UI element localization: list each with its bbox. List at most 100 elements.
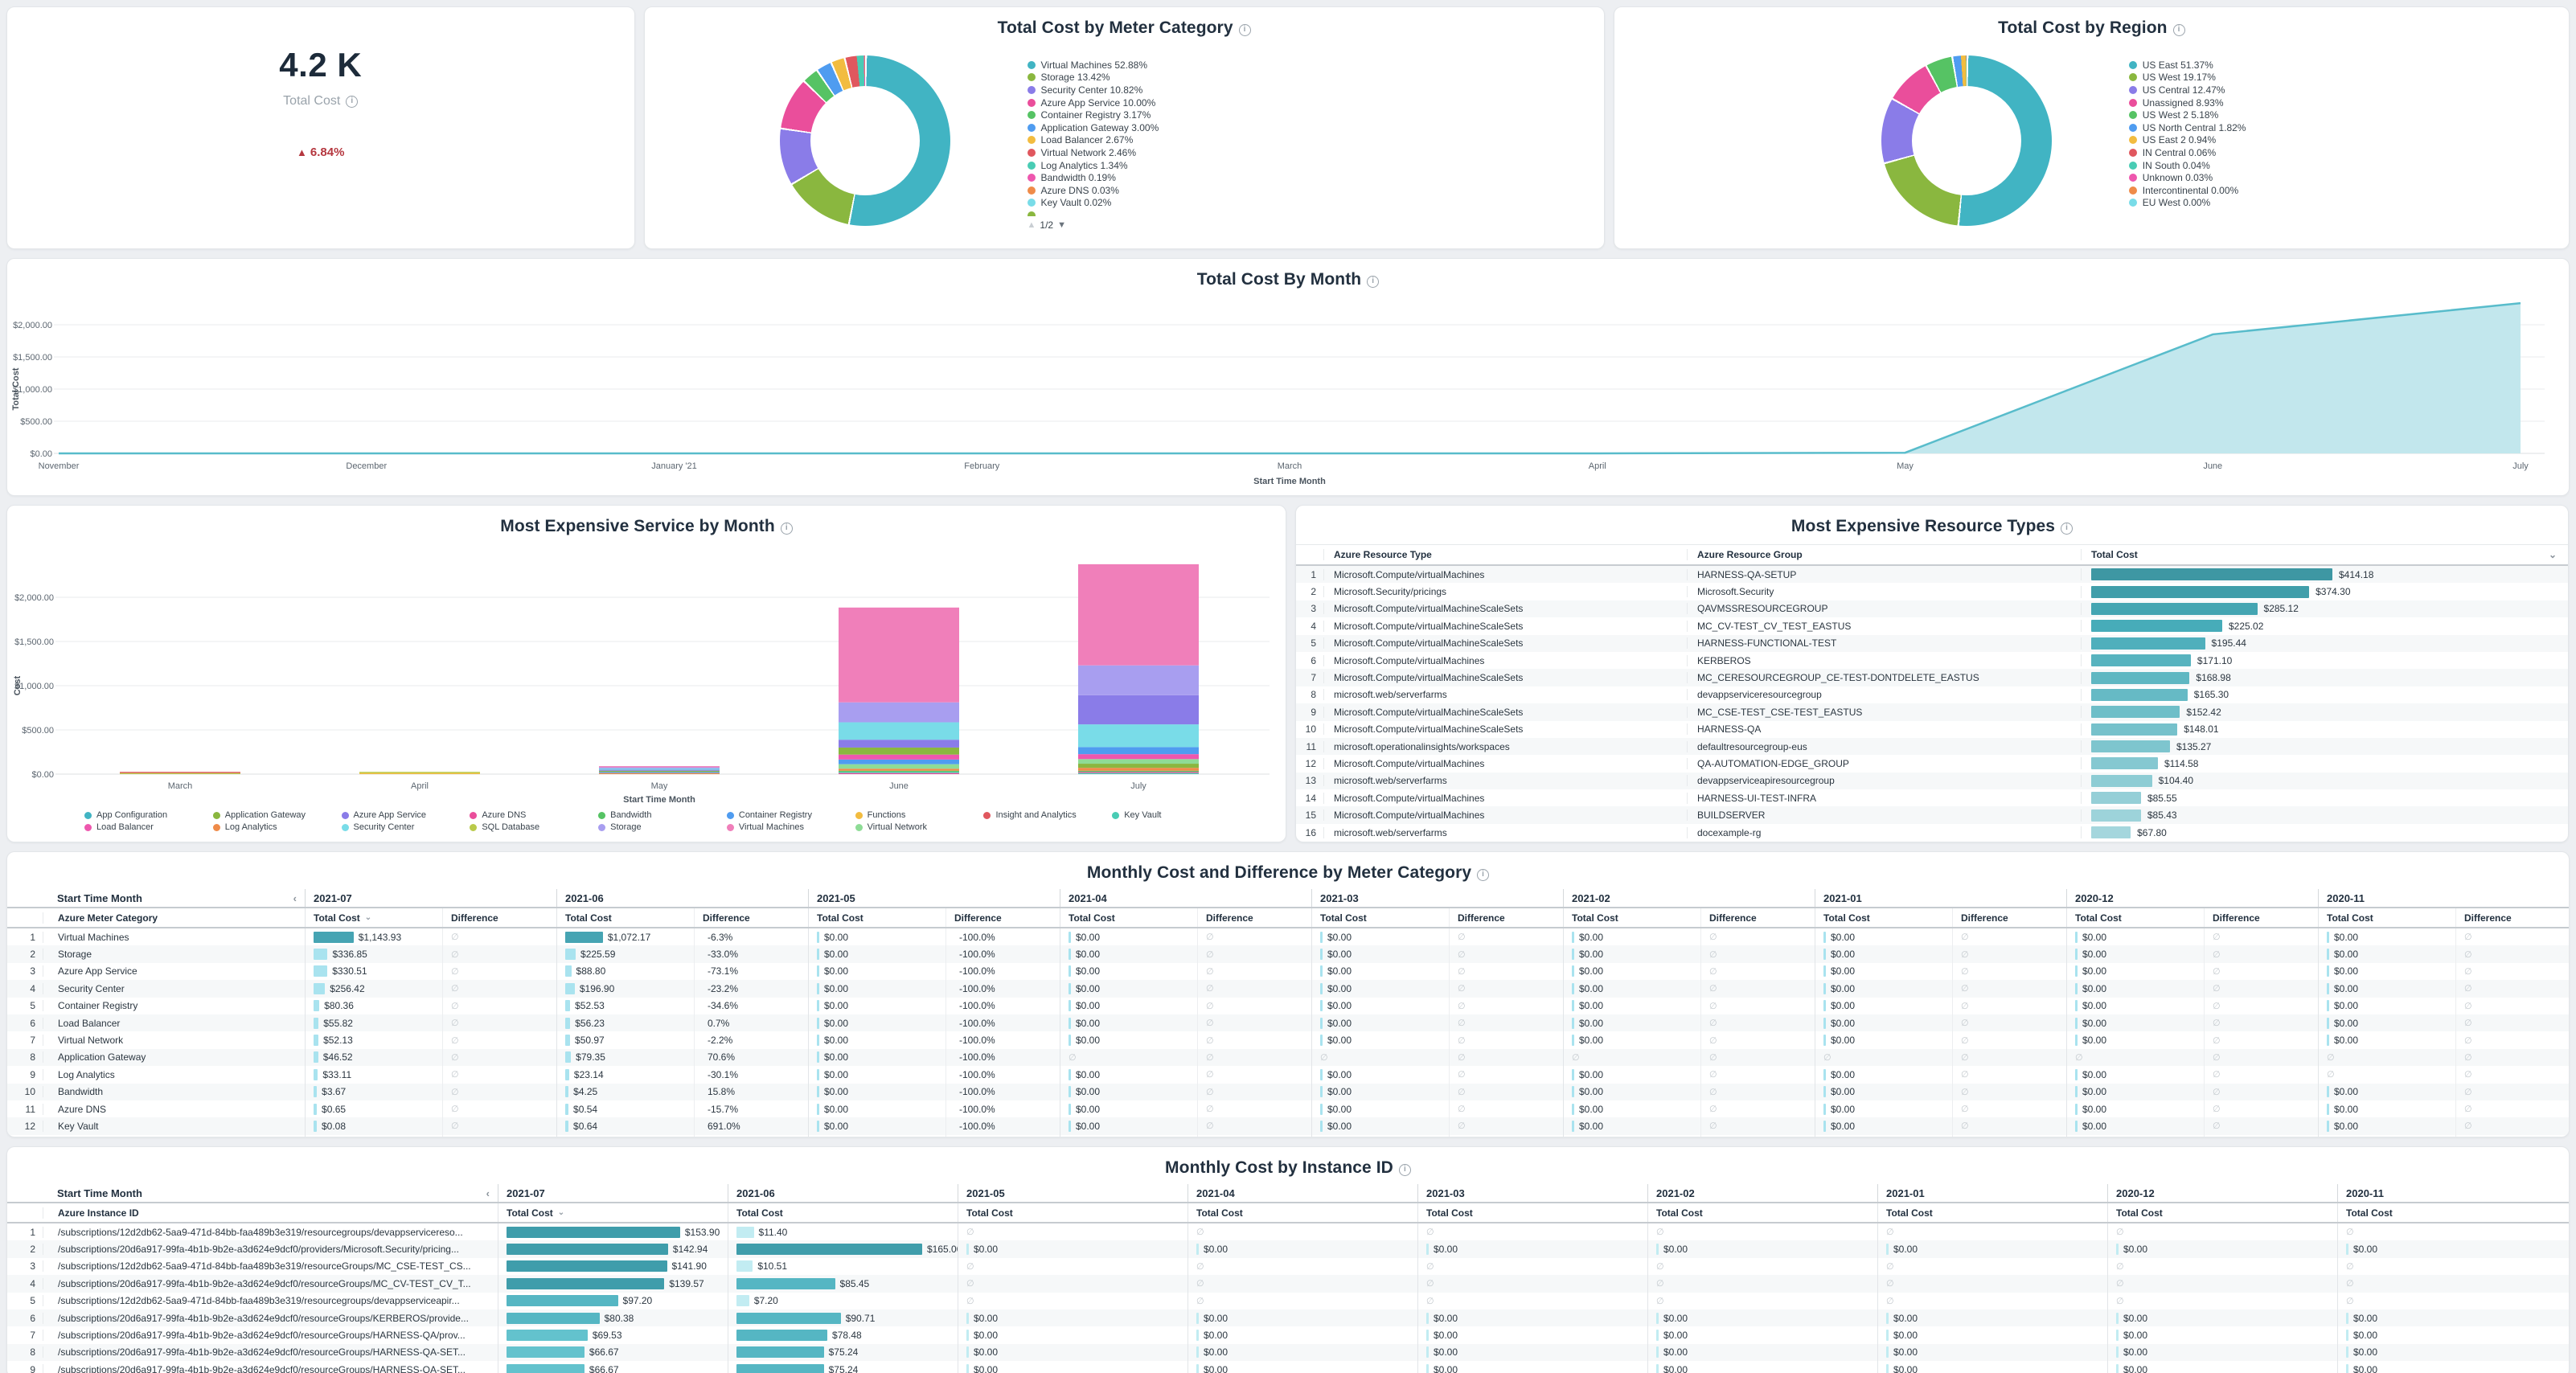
series-legend-item[interactable]: Container Registry [726, 810, 855, 820]
col-header-difference[interactable]: Difference [2204, 908, 2318, 927]
legend-item[interactable]: US Central 12.47% [2128, 84, 2246, 96]
col-header-difference[interactable]: Difference [442, 908, 556, 927]
stacked-bar-chart[interactable]: $0.00 $500.00 $1,000.00 $1,500.00 $2,000.00 M… [7, 536, 1274, 805]
col-header-total-cost[interactable]: Total Cost [556, 908, 694, 927]
col-header-resource-type[interactable]: Azure Resource Type [1323, 549, 1687, 560]
area-chart[interactable]: $0.00 $500.00 $1,000.00 $1,500.00 $2,000.00 N… [7, 289, 2569, 489]
col-header-difference[interactable]: Difference [694, 908, 808, 927]
series-legend-item[interactable]: Insight and Analytics [983, 810, 1112, 820]
legend-item[interactable]: Unassigned 8.93% [2128, 96, 2246, 109]
donut-chart[interactable] [1881, 55, 2052, 226]
col-header-total-cost[interactable]: Total Cost ⌄ [305, 908, 442, 927]
legend-item[interactable]: Bandwidth 0.19% [1027, 171, 1159, 184]
info-icon[interactable]: i [2061, 522, 2074, 535]
series-legend-item[interactable]: Virtual Machines [726, 822, 855, 832]
col-header-total-cost[interactable]: Total Cost [1417, 1203, 1647, 1222]
legend-item[interactable]: Load Balancer 2.67% [1027, 134, 1159, 147]
series-legend-item[interactable]: Functions [855, 810, 984, 820]
col-header-total-cost[interactable]: Total Cost [2066, 908, 2204, 927]
legend-item[interactable]: EU West 0.00% [2128, 197, 2246, 210]
legend-item[interactable]: Intercontinental 0.00% [2128, 184, 2246, 197]
info-icon[interactable]: i [780, 522, 793, 535]
month-group-header[interactable]: 2021-04 [1060, 889, 1311, 907]
sort-chevron-icon[interactable]: ⌄ [364, 913, 372, 922]
series-legend-item[interactable]: Bandwidth [598, 810, 727, 820]
legend-item[interactable]: US East 51.37% [2128, 59, 2246, 72]
info-icon[interactable]: i [2172, 23, 2185, 36]
col-header-total-cost[interactable]: Total Cost [1311, 908, 1449, 927]
col-header-total-cost[interactable]: Total Cost [2337, 1203, 2567, 1222]
month-group-header[interactable]: 2021-07 [498, 1184, 728, 1202]
col-header-difference[interactable]: Difference [1952, 908, 2066, 927]
info-icon[interactable]: i [1367, 275, 1380, 288]
col-header-difference[interactable]: Difference [1197, 908, 1311, 927]
col-header-total-cost[interactable]: Total Cost [2318, 908, 2455, 927]
col-header-total-cost[interactable]: Total Cost [1563, 908, 1700, 927]
info-icon[interactable]: i [1477, 868, 1490, 881]
sort-chevron-icon[interactable]: ⌄ [557, 1208, 565, 1217]
info-icon[interactable]: i [346, 95, 359, 108]
legend-item[interactable]: Log Analytics 1.34% [1027, 159, 1159, 172]
legend-item[interactable]: Azure App Service 10.00% [1027, 96, 1159, 109]
month-group-header[interactable]: 2020-12 [2066, 889, 2318, 907]
month-group-header[interactable]: 2020-11 [2337, 1184, 2567, 1202]
month-group-header[interactable]: 2021-01 [1815, 889, 2066, 907]
col-header-total-cost[interactable]: Total Cost ⌄ [498, 1203, 728, 1222]
col-header-difference[interactable]: Difference [1449, 908, 1563, 927]
series-legend-item[interactable]: App Configuration [84, 810, 213, 820]
legend-item[interactable]: Application Gateway 3.00% [1027, 121, 1159, 134]
col-header-difference[interactable]: Difference [1700, 908, 1815, 927]
series-legend-item[interactable]: Storage [598, 822, 727, 832]
legend-item[interactable]: IN South 0.04% [2128, 159, 2246, 172]
legend-item[interactable]: US West 2 5.18% [2128, 109, 2246, 121]
legend-page-down[interactable]: ▼ [1057, 220, 1066, 230]
col-header-row-dimension[interactable]: Azure Meter Category [43, 912, 305, 924]
month-group-header[interactable]: 2021-01 [1877, 1184, 2107, 1202]
col-header-total-cost[interactable]: Total Cost [728, 1203, 958, 1222]
legend-page-up[interactable]: ▲ [1027, 220, 1036, 230]
col-header-total-cost[interactable]: Total Cost [1188, 1203, 1417, 1222]
month-group-header[interactable]: 2020-12 [2107, 1184, 2337, 1202]
legend-item[interactable]: Container Registry 3.17% [1027, 109, 1159, 121]
col-header-row-dimension[interactable]: Azure Instance ID [43, 1207, 498, 1219]
legend-item[interactable]: Security Center 10.82% [1027, 84, 1159, 96]
col-header-total-cost[interactable]: Total Cost [1877, 1203, 2107, 1222]
month-group-header[interactable]: 2021-03 [1417, 1184, 1647, 1202]
col-header-total-cost[interactable]: Total Cost [1060, 908, 1197, 927]
col-header-difference[interactable]: Difference [945, 908, 1060, 927]
series-legend-item[interactable]: Azure DNS [470, 810, 598, 820]
month-group-header[interactable]: 2021-05 [958, 1184, 1188, 1202]
legend-item[interactable]: IN Central 0.06% [2128, 146, 2246, 159]
month-group-header[interactable]: 2021-04 [1188, 1184, 1417, 1202]
legend-item[interactable]: Storage 13.42% [1027, 72, 1159, 84]
legend-item[interactable]: Key Vault 0.02% [1027, 197, 1159, 210]
col-header-total-cost[interactable]: Total Cost [2107, 1203, 2337, 1222]
col-header-difference[interactable]: Difference [2455, 908, 2569, 927]
month-group-header[interactable]: 2021-06 [556, 889, 808, 907]
donut-chart[interactable] [779, 55, 950, 226]
month-group-header[interactable]: 2021-02 [1647, 1184, 1877, 1202]
series-legend-item[interactable]: Load Balancer [84, 822, 213, 832]
info-icon[interactable]: i [1238, 23, 1251, 36]
series-legend-item[interactable]: Log Analytics [212, 822, 342, 832]
legend-item[interactable]: Unknown 0.03% [2128, 171, 2246, 184]
info-icon[interactable]: i [1398, 1163, 1411, 1176]
collapse-chevron-icon[interactable]: ‹ [486, 1187, 490, 1199]
month-group-header[interactable]: 2021-06 [728, 1184, 958, 1202]
col-header-total-cost[interactable]: Total Cost [1815, 908, 1952, 927]
legend-item[interactable]: Azure DNS 0.03% [1027, 184, 1159, 197]
series-legend-item[interactable]: SQL Database [470, 822, 598, 832]
chevron-down-icon[interactable]: ⌄ [2548, 549, 2557, 560]
col-header-total-cost[interactable]: Total Cost [1647, 1203, 1877, 1222]
legend-item[interactable]: US North Central 1.82% [2128, 121, 2246, 134]
col-header-total-cost[interactable]: Total Cost [958, 1203, 1188, 1222]
month-group-header[interactable]: 2021-02 [1563, 889, 1815, 907]
month-group-header[interactable]: 2021-05 [808, 889, 1060, 907]
col-header-total-cost[interactable]: Total Cost ⌄ [2081, 549, 2568, 560]
legend-item[interactable]: Virtual Network 2.46% [1027, 146, 1159, 159]
legend-item-clipped[interactable] [1027, 209, 1159, 216]
series-legend-item[interactable]: Application Gateway [212, 810, 342, 820]
series-legend-item[interactable]: Key Vault [1112, 810, 1241, 820]
collapse-chevron-icon[interactable]: ‹ [293, 891, 297, 904]
series-legend-item[interactable]: Security Center [341, 822, 470, 832]
